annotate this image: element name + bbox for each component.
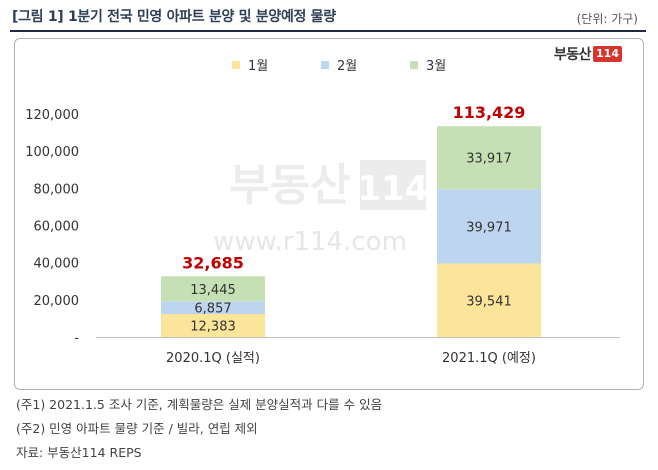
bar-value-label: 12,383: [190, 319, 236, 334]
watermark-logo-box: [360, 160, 426, 210]
chart-title: [그림 1] 1분기 전국 민영 아파트 분양 및 분양예정 물량: [12, 9, 336, 25]
bar-value-label: 33,917: [466, 152, 512, 167]
logo-badge: 114: [593, 46, 622, 62]
watermark-logo-badge: 114: [358, 169, 429, 209]
footnotes: (주1) 2021.1.5 조사 기준, 계획물량은 실제 분양실적과 다를 수…: [16, 393, 382, 465]
watermark-url: www.r114.com: [213, 227, 407, 257]
legend-swatch-2: [321, 61, 329, 69]
legend-swatch-3: [410, 61, 418, 69]
brand-logo: 부동산 114: [554, 44, 622, 64]
y-tick-label: 100,000: [25, 145, 79, 160]
bar-segment-1-3: [161, 276, 265, 302]
logo-text: 부동산: [553, 47, 592, 63]
x-category-label: 2020.1Q (실적): [166, 351, 260, 366]
legend-label-2: 2월: [337, 59, 357, 74]
title-divider: [10, 30, 646, 32]
bar-segment-1-2: [161, 301, 265, 314]
bar-value-label: 39,541: [466, 294, 512, 309]
source-note: 자료: 부동산114 REPS: [16, 445, 142, 460]
y-tick-label: 20,000: [34, 294, 80, 309]
bar-value-label: 39,971: [466, 220, 512, 235]
footnote-2: (주2) 민영 아파트 물량 기준 / 빌라, 연립 제외: [16, 421, 258, 436]
y-tick-label: 60,000: [34, 220, 80, 235]
bar-segment-2-2: [437, 189, 541, 264]
y-tick-label: 120,000: [25, 108, 79, 123]
legend-label-3: 3월: [426, 59, 446, 74]
legend-label-1: 1월: [248, 59, 268, 74]
bar-total-label: 113,429: [453, 103, 526, 122]
bar-value-label: 13,445: [190, 283, 236, 298]
bar-segment-1-1: [161, 313, 265, 337]
unit-label: (단위: 가구): [576, 12, 638, 26]
x-category-label: 2021.1Q (예정): [442, 351, 536, 366]
y-tick-label: 80,000: [34, 182, 80, 197]
bar-value-label: 6,857: [194, 302, 231, 317]
legend-swatch-1: [232, 61, 240, 69]
y-tick-label: -: [74, 331, 79, 346]
watermark-logo: 부동산: [229, 160, 350, 211]
bar-total-label: 32,685: [182, 253, 244, 272]
bar-segment-2-3: [437, 126, 541, 190]
bar-segment-2-1: [437, 263, 541, 337]
y-tick-label: 40,000: [34, 257, 80, 272]
footnote-1: (주1) 2021.1.5 조사 기준, 계획물량은 실제 분양실적과 다를 수…: [16, 397, 383, 412]
